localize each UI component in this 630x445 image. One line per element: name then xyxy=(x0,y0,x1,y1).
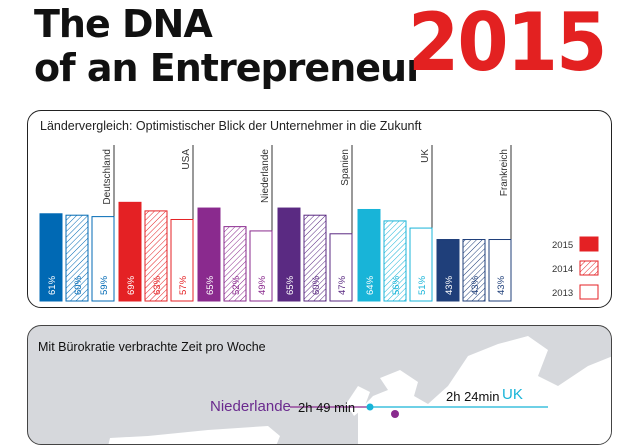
data-label-uk-2013: 51% xyxy=(417,275,428,295)
category-label-frankreich: Frankreich xyxy=(499,149,510,196)
bar-spanien-2015 xyxy=(277,207,301,302)
legend-label-2014: 2014 xyxy=(552,264,573,275)
bar-frankreich-2015 xyxy=(436,239,460,302)
nl-time: 2h 49 min xyxy=(298,400,356,415)
bar-uk-2015 xyxy=(357,208,381,302)
legend-swatch-2014 xyxy=(579,260,599,276)
nl-label: Niederlande xyxy=(210,398,291,415)
bar-usa-2015 xyxy=(118,201,142,302)
category-label-usa: USA xyxy=(181,149,192,170)
bar-usa-2013 xyxy=(170,218,194,302)
data-label-niederlande-2015: 65% xyxy=(205,275,216,295)
bar-deutschland-2015 xyxy=(39,213,63,302)
bar-usa-2014 xyxy=(144,210,168,302)
bar-spanien-2014 xyxy=(303,214,327,302)
bar-niederlande-2015 xyxy=(197,207,221,302)
country-comparison-panel: Ländervergleich: Optimistischer Blick de… xyxy=(27,110,612,308)
data-label-usa-2015: 69% xyxy=(126,275,137,295)
legend-label-2013: 2013 xyxy=(552,288,573,299)
bar-niederlande-2013 xyxy=(249,230,273,302)
chart-title: Ländervergleich: Optimistischer Blick de… xyxy=(40,119,422,133)
data-label-uk-2015: 64% xyxy=(365,275,376,295)
title-line-2: of an Entrepreneur xyxy=(34,46,425,90)
legend-label-2015: 2015 xyxy=(552,240,573,251)
bar-deutschland-2013 xyxy=(91,216,115,302)
bar-spanien-2013 xyxy=(329,233,353,302)
bar-frankreich-2014 xyxy=(462,239,486,302)
legend-swatch-2013 xyxy=(579,284,599,300)
category-label-uk: UK xyxy=(420,149,431,163)
data-label-deutschland-2015: 61% xyxy=(47,275,58,295)
data-label-frankreich-2014: 43% xyxy=(470,275,481,295)
year-heading: 2015 xyxy=(408,0,607,89)
uk-time: 2h 24min xyxy=(446,389,500,404)
data-label-deutschland-2013: 59% xyxy=(99,275,110,295)
data-label-spanien-2014: 60% xyxy=(311,275,322,295)
data-label-frankreich-2015: 43% xyxy=(444,275,455,295)
title-line-1: The DNA xyxy=(34,2,213,46)
bureaucracy-panel: Mit Bürokratie verbrachte Zeit pro Woche… xyxy=(27,325,612,445)
data-label-uk-2014: 56% xyxy=(391,275,402,295)
uk-label: UK xyxy=(502,386,523,403)
legend-swatch-2015 xyxy=(579,236,599,252)
bar-uk-2013 xyxy=(409,227,433,302)
page-title: The DNA of an Entrepreneur xyxy=(34,2,425,90)
category-label-spanien: Spanien xyxy=(340,149,351,186)
bar-deutschland-2014 xyxy=(65,214,89,302)
category-label-deutschland: Deutschland xyxy=(102,149,113,205)
data-label-spanien-2013: 47% xyxy=(337,275,348,295)
category-label-niederlande: Niederlande xyxy=(260,149,271,203)
data-label-deutschland-2014: 60% xyxy=(73,275,84,295)
bar-niederlande-2014 xyxy=(223,226,247,302)
panel2-title: Mit Bürokratie verbrachte Zeit pro Woche xyxy=(38,340,266,354)
data-label-usa-2013: 57% xyxy=(178,275,189,295)
data-label-spanien-2015: 65% xyxy=(285,275,296,295)
data-label-niederlande-2014: 52% xyxy=(231,275,242,295)
data-label-niederlande-2013: 49% xyxy=(257,275,268,295)
bar-frankreich-2013 xyxy=(488,239,512,302)
bar-chart: Deutschland 61% 60% 59% USA 69% 63% 57% Niederla… xyxy=(39,145,599,302)
data-label-usa-2014: 63% xyxy=(152,275,163,295)
data-label-frankreich-2013: 43% xyxy=(496,275,507,295)
bar-uk-2014 xyxy=(383,220,407,302)
